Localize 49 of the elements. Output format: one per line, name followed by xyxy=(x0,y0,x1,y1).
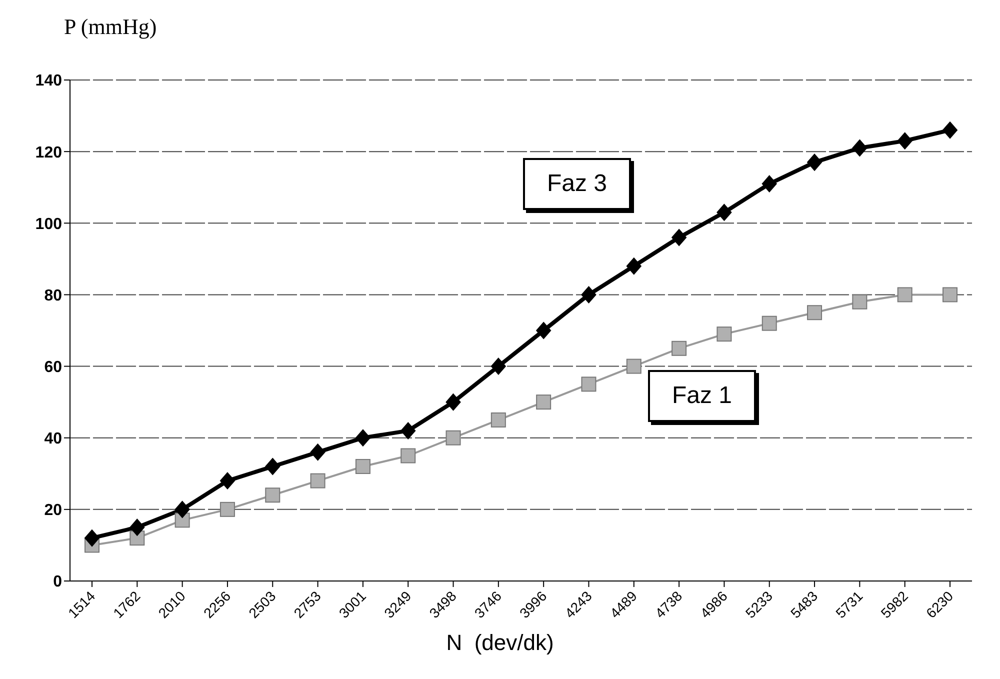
point xyxy=(355,458,370,474)
point xyxy=(490,358,506,375)
point xyxy=(446,394,461,411)
point xyxy=(897,287,912,302)
point xyxy=(762,175,777,192)
point xyxy=(84,530,100,547)
point xyxy=(942,287,958,302)
point xyxy=(942,122,958,139)
point xyxy=(716,204,732,221)
point xyxy=(400,422,416,440)
point xyxy=(265,488,280,503)
y-tick-label: 120 xyxy=(35,144,62,162)
point xyxy=(581,376,596,392)
point xyxy=(220,472,235,490)
point xyxy=(852,139,868,156)
point xyxy=(220,502,235,517)
point xyxy=(310,473,326,488)
point xyxy=(807,305,822,320)
point xyxy=(265,458,280,475)
point xyxy=(581,286,596,304)
y-tick-label: 0 xyxy=(53,574,62,591)
x-axis-title: N (dev/dk) xyxy=(445,630,555,656)
point xyxy=(174,500,190,518)
point xyxy=(852,294,868,310)
point xyxy=(536,394,552,410)
y-tick-label: 60 xyxy=(44,358,62,376)
point xyxy=(716,326,732,342)
point xyxy=(807,154,822,171)
point xyxy=(897,132,912,150)
point xyxy=(446,430,461,446)
point xyxy=(400,448,416,464)
y-tick-label: 40 xyxy=(44,430,62,448)
point xyxy=(626,358,642,374)
y-axis-title: P (mmHg) xyxy=(64,14,157,40)
y-tick-label: 100 xyxy=(35,216,62,233)
series-label: Faz 1 xyxy=(648,370,756,422)
text: Faz 3 xyxy=(523,158,632,210)
point xyxy=(310,444,326,461)
point xyxy=(672,340,687,356)
point xyxy=(672,228,687,246)
y-tick-label: 80 xyxy=(44,287,62,304)
point xyxy=(536,322,552,339)
y-tick-label: 20 xyxy=(44,502,62,520)
point xyxy=(490,412,506,428)
y-tick-label: 140 xyxy=(35,72,62,90)
point xyxy=(762,316,777,331)
point xyxy=(130,518,145,536)
point xyxy=(355,429,370,446)
point xyxy=(626,258,642,275)
